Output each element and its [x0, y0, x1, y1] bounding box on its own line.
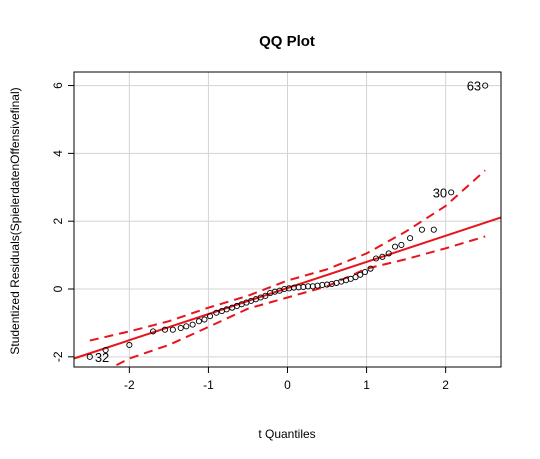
data-point: [407, 235, 414, 242]
data-point: [195, 318, 202, 325]
data-point: [161, 326, 168, 333]
data-point: [418, 226, 425, 233]
y-tick-label: 2: [51, 218, 65, 225]
data-point: [352, 274, 359, 281]
x-axis: -2 -1 0 1 2: [124, 366, 449, 392]
data-point: [169, 326, 176, 333]
data-point: [482, 82, 489, 89]
y-tick-label: 4: [51, 150, 65, 157]
x-tick-label: -1: [203, 378, 214, 392]
x-tick-label: 0: [284, 378, 291, 392]
data-point: [177, 324, 184, 332]
data-point: [102, 346, 109, 354]
y-tick-label: 6: [51, 82, 65, 89]
point-label: 63: [467, 79, 481, 94]
data-point: [379, 253, 386, 260]
data-point: [206, 313, 214, 320]
x-tick-label: -2: [124, 378, 135, 392]
reference-line-group: [74, 216, 501, 360]
data-points: [86, 82, 489, 360]
data-point: [385, 250, 392, 257]
data-point: [305, 283, 312, 290]
y-tick-label: 0: [51, 285, 65, 292]
data-point: [391, 243, 399, 250]
point-label: 30: [433, 185, 447, 200]
x-axis-label: t Quantiles: [258, 427, 315, 441]
y-tick-label: -2: [51, 351, 65, 362]
data-point: [150, 328, 157, 335]
data-point: [86, 353, 93, 360]
data-point: [223, 306, 230, 313]
confidence-band: [89, 169, 486, 367]
y-axis-label: Studentized Residuals(SpielerdatenOffens…: [8, 87, 22, 354]
data-point: [361, 269, 369, 276]
confidence-band-upper: [89, 169, 486, 342]
data-point: [430, 226, 437, 233]
y-axis: -2 0 2 4 6: [51, 82, 74, 362]
grid: [74, 72, 501, 367]
data-point: [398, 241, 405, 248]
x-tick-label: 1: [363, 378, 370, 392]
data-point: [126, 341, 133, 349]
reference-line: [74, 216, 501, 360]
chart-title: QQ Plot: [259, 33, 315, 50]
data-point: [448, 189, 455, 196]
data-point: [367, 265, 374, 272]
confidence-band-lower: [110, 235, 486, 367]
data-point: [183, 323, 190, 330]
data-point: [213, 309, 220, 316]
data-point: [262, 292, 269, 299]
data-point: [201, 316, 208, 323]
x-tick-label: 2: [442, 378, 449, 392]
data-point: [373, 255, 380, 262]
data-point: [357, 271, 364, 278]
point-label: 32: [95, 350, 109, 365]
point-labels: 63 30 32: [95, 79, 481, 365]
data-point: [189, 321, 196, 328]
